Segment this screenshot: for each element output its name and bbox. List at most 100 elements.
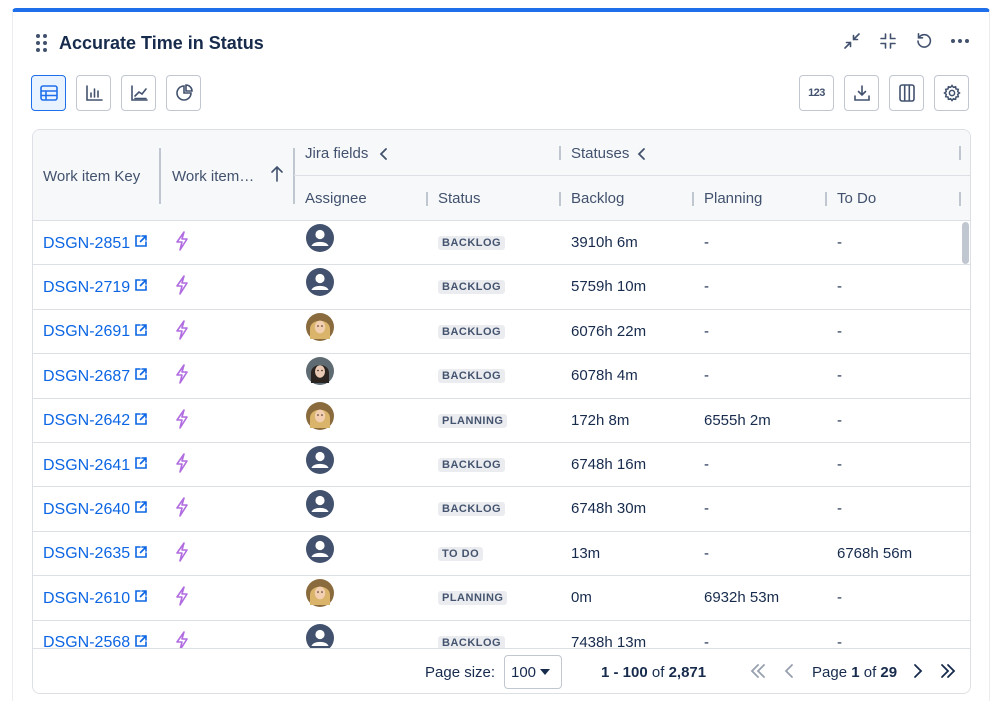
backlog-time: 5759h 10m xyxy=(571,278,647,296)
table-header: Work item Key Work item… Jira fields Sta… xyxy=(33,130,970,221)
table-row[interactable]: DSGN-2851 BACKLOG 3910h 6m - - xyxy=(33,221,970,266)
backlog-time: 6748h 30m xyxy=(571,500,647,518)
backlog-time: 7438h 13m xyxy=(571,633,647,648)
col-assignee[interactable]: Assignee xyxy=(305,190,367,207)
vertical-scrollbar[interactable] xyxy=(960,221,970,648)
pie-chart-button[interactable] xyxy=(166,75,201,111)
collapse-jira-icon[interactable] xyxy=(379,147,389,166)
table-view-icon xyxy=(39,85,58,101)
table-row[interactable]: DSGN-2640 BACKLOG 6748h 30m - - xyxy=(33,487,970,532)
status-lozenge: BACKLOG xyxy=(438,369,506,384)
todo-time: - xyxy=(837,456,842,473)
table-row[interactable]: DSGN-2610 PLANNING 0m 6932h 53m - xyxy=(33,576,970,621)
todo-time: - xyxy=(837,633,842,648)
table-row[interactable]: DSGN-2568 BACKLOG 7438h 13m - - xyxy=(33,620,970,648)
planning-time: - xyxy=(704,234,709,251)
backlog-time: 6748h 16m xyxy=(571,456,647,473)
epic-bolt-icon xyxy=(174,364,190,389)
first-page-button[interactable] xyxy=(747,660,769,682)
col-work-item-key[interactable]: Work item Key xyxy=(43,168,141,185)
work-item-link[interactable]: DSGN-2640 xyxy=(43,500,148,519)
double-chevron-right-icon xyxy=(941,664,956,678)
scrollbar-thumb[interactable] xyxy=(962,222,969,264)
backlog-time: 172h 8m xyxy=(571,411,630,429)
todo-time: - xyxy=(837,367,842,385)
collapse-statuses-icon[interactable] xyxy=(637,147,647,166)
chevron-left-icon xyxy=(784,664,793,678)
page-size-label: Page size: xyxy=(425,664,496,681)
planning-time: - xyxy=(704,633,709,648)
planning-time: - xyxy=(704,500,709,518)
planning-time: 6555h 2m xyxy=(704,411,771,429)
epic-bolt-icon xyxy=(174,408,190,434)
chevron-down-icon xyxy=(540,669,551,675)
last-page-button[interactable] xyxy=(937,660,959,682)
columns-button[interactable] xyxy=(889,75,924,111)
epic-bolt-icon xyxy=(174,231,190,256)
table-row[interactable]: DSGN-2719 BACKLOG 5759h 10m - - xyxy=(33,265,970,310)
epic-bolt-icon xyxy=(174,497,190,522)
col-todo[interactable]: To Do xyxy=(837,190,877,207)
refresh-icon[interactable] xyxy=(913,30,935,52)
work-item-link[interactable]: DSGN-2687 xyxy=(43,367,148,386)
external-link-icon xyxy=(134,545,148,564)
col-planning[interactable]: Planning xyxy=(704,190,763,207)
number-format-label: 123 xyxy=(808,87,825,99)
table-view-button[interactable] xyxy=(31,75,66,111)
work-item-link[interactable]: DSGN-2610 xyxy=(43,589,148,608)
shrink-icon[interactable] xyxy=(877,30,899,52)
status-lozenge: PLANNING xyxy=(438,591,508,606)
page-size-value: 100 xyxy=(511,663,537,681)
settings-button[interactable] xyxy=(934,75,969,111)
table-row[interactable]: DSGN-2641 BACKLOG 6748h 16m - - xyxy=(33,443,970,488)
col-status[interactable]: Status xyxy=(438,190,481,207)
next-page-button[interactable] xyxy=(907,660,929,682)
collapse-arrows-icon[interactable] xyxy=(841,30,863,52)
pie-chart-icon xyxy=(175,84,193,101)
number-format-button[interactable]: 123 xyxy=(799,75,834,111)
status-lozenge: BACKLOG xyxy=(438,635,506,648)
todo-time: - xyxy=(837,411,842,429)
status-lozenge: BACKLOG xyxy=(438,236,506,250)
todo-time: - xyxy=(837,589,842,607)
download-button[interactable] xyxy=(844,75,879,111)
work-item-link[interactable]: DSGN-2568 xyxy=(43,634,148,648)
todo-time: - xyxy=(837,234,842,251)
status-lozenge: PLANNING xyxy=(438,413,508,428)
col-backlog[interactable]: Backlog xyxy=(571,190,625,207)
assignee-avatar xyxy=(306,446,334,474)
work-item-link[interactable]: DSGN-2635 xyxy=(43,545,148,564)
table-row[interactable]: DSGN-2635 TO DO 13m - 6768h 56m xyxy=(33,531,970,577)
more-icon[interactable] xyxy=(949,30,971,52)
planning-time: - xyxy=(704,278,709,296)
work-item-link[interactable]: DSGN-2691 xyxy=(43,323,148,342)
bar-chart-button[interactable] xyxy=(76,75,111,111)
work-item-link[interactable]: DSGN-2642 xyxy=(43,412,148,431)
assignee-avatar xyxy=(306,312,334,341)
data-table: Work item Key Work item… Jira fields Sta… xyxy=(32,129,971,694)
area-chart-button[interactable] xyxy=(121,75,156,111)
epic-bolt-icon xyxy=(174,630,190,648)
sort-asc-icon[interactable] xyxy=(270,165,284,188)
assignee-avatar xyxy=(306,357,334,386)
page-size-select[interactable]: 100 xyxy=(504,655,562,689)
backlog-time: 0m xyxy=(571,589,592,607)
col-work-item-type[interactable]: Work item… xyxy=(172,168,255,185)
epic-bolt-icon xyxy=(174,541,190,567)
work-item-link[interactable]: DSGN-2719 xyxy=(43,278,148,297)
page-indicator: Page 1 of 29 xyxy=(812,664,898,681)
epic-bolt-icon xyxy=(174,319,190,345)
todo-time: - xyxy=(837,278,842,296)
backlog-time: 3910h 6m xyxy=(571,234,638,251)
external-link-icon xyxy=(134,323,148,342)
table-row[interactable]: DSGN-2691 BACKLOG 6076h 22m - - xyxy=(33,309,970,355)
drag-handle-icon[interactable] xyxy=(36,34,47,52)
work-item-link[interactable]: DSGN-2641 xyxy=(43,456,148,475)
table-row[interactable]: DSGN-2687 BACKLOG 6078h 4m - - xyxy=(33,354,970,399)
table-row[interactable]: DSGN-2642 PLANNING 172h 8m 6555h 2m - xyxy=(33,398,970,443)
area-chart-icon xyxy=(130,85,148,101)
prev-page-button[interactable] xyxy=(778,660,800,682)
backlog-time: 6078h 4m xyxy=(571,367,638,385)
external-link-icon xyxy=(134,500,148,519)
work-item-link[interactable]: DSGN-2851 xyxy=(43,234,148,253)
